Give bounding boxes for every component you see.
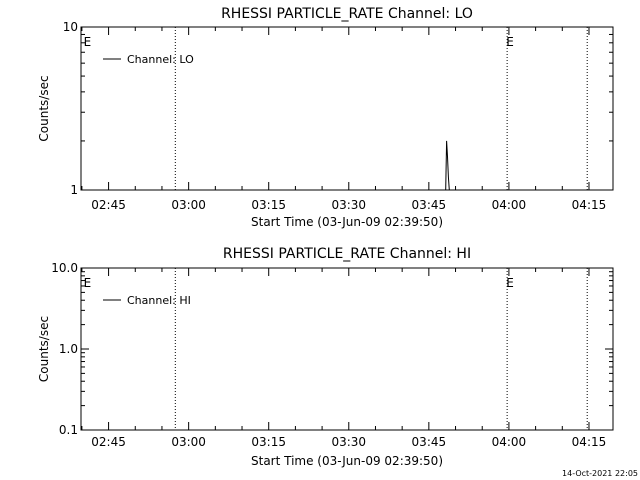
y-tick-label: 1 (70, 183, 78, 197)
chart-panel-2: RHESSI PARTICLE_RATE Channel: HI 02:45 03:… (37, 246, 614, 468)
event-marker-label: E (84, 276, 92, 290)
event-marker-label: E (506, 276, 514, 290)
x-tick-label: 03:00 (171, 198, 206, 212)
plot-frame (80, 267, 614, 431)
x-tick-label: 03:15 (251, 435, 286, 449)
legend-label: Channel: HI (127, 294, 191, 307)
x-tick-label: 04:00 (492, 435, 527, 449)
legend-label: Channel: LO (127, 53, 194, 66)
x-tick-label: 03:15 (251, 198, 286, 212)
y-tick-label: 10 (63, 20, 78, 34)
x-tick-label: 03:45 (412, 435, 447, 449)
x-tick-label: 02:45 (91, 198, 126, 212)
x-tick-label: 04:15 (572, 198, 607, 212)
x-tick-label: 04:15 (572, 435, 607, 449)
series-line (445, 140, 451, 191)
x-tick-label: 03:00 (171, 435, 206, 449)
event-marker-label: E (84, 35, 92, 49)
y-tick-label: 0.1 (59, 423, 78, 437)
x-tick-label: 03:45 (412, 198, 447, 212)
y-axis-title: Counts/sec (37, 75, 51, 141)
x-tick-label: 03:30 (331, 198, 366, 212)
chart-title: RHESSI PARTICLE_RATE Channel: HI (223, 246, 471, 262)
y-tick-label: 1.0 (59, 342, 78, 356)
x-tick-label: 04:00 (492, 198, 527, 212)
event-marker-label: E (506, 35, 514, 49)
chart-panel-1: RHESSI PARTICLE_RATE Channel: LO 02:45 03:… (37, 6, 614, 229)
y-tick-label: 10.0 (51, 261, 78, 275)
y-axis-title: Counts/sec (37, 316, 51, 382)
x-axis-title: Start Time (03-Jun-09 02:39:50) (251, 215, 443, 229)
x-axis-title: Start Time (03-Jun-09 02:39:50) (251, 454, 443, 468)
x-tick-label: 03:30 (331, 435, 366, 449)
chart-title: RHESSI PARTICLE_RATE Channel: LO (221, 6, 473, 22)
x-tick-label: 02:45 (91, 435, 126, 449)
plot-frame (80, 26, 614, 191)
footer-timestamp: 14-Oct-2021 22:05 (562, 469, 638, 478)
